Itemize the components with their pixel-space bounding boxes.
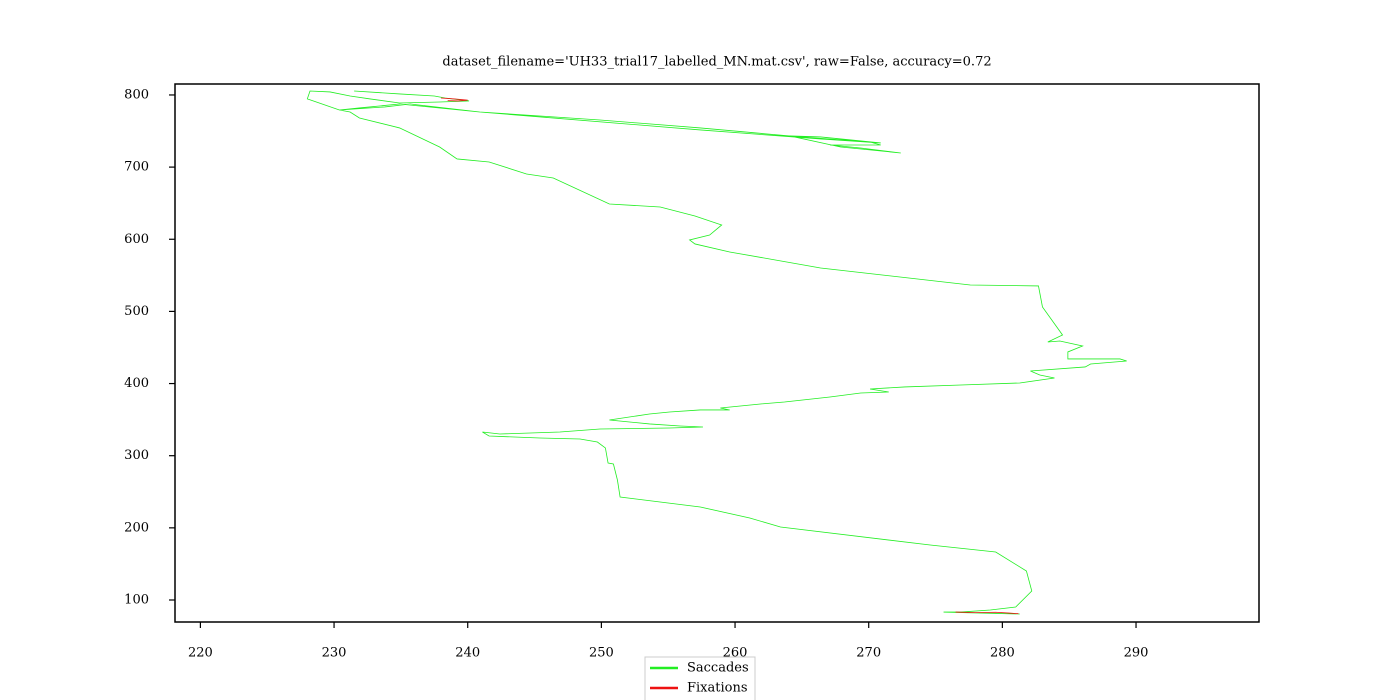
legend-box: [644, 656, 756, 700]
y-tick-label: 700: [124, 160, 149, 175]
series-line: [306, 90, 1127, 615]
legend-label: Saccades: [687, 661, 749, 676]
x-tick-label: 270: [856, 646, 881, 661]
y-tick-label: 300: [124, 448, 149, 463]
x-tick-label: 220: [188, 646, 213, 661]
x-tick-label: 290: [1124, 646, 1149, 661]
y-tick-label: 100: [124, 592, 149, 607]
chart-title: dataset_filename='UH33_trial17_labelled_…: [442, 55, 991, 70]
legend-label: Fixations: [687, 681, 748, 696]
y-tick-label: 200: [124, 520, 149, 535]
y-tick-label: 500: [124, 304, 149, 319]
series-line: [955, 611, 1019, 615]
plot-frame: [174, 83, 1260, 623]
x-tick-label: 280: [990, 646, 1015, 661]
x-tick-label: 230: [322, 646, 347, 661]
x-tick-label: 240: [455, 646, 480, 661]
y-tick-label: 400: [124, 376, 149, 391]
y-tick-label: 600: [124, 232, 149, 247]
x-tick-label: 250: [589, 646, 614, 661]
series-line: [440, 97, 468, 102]
y-tick-label: 800: [124, 87, 149, 102]
